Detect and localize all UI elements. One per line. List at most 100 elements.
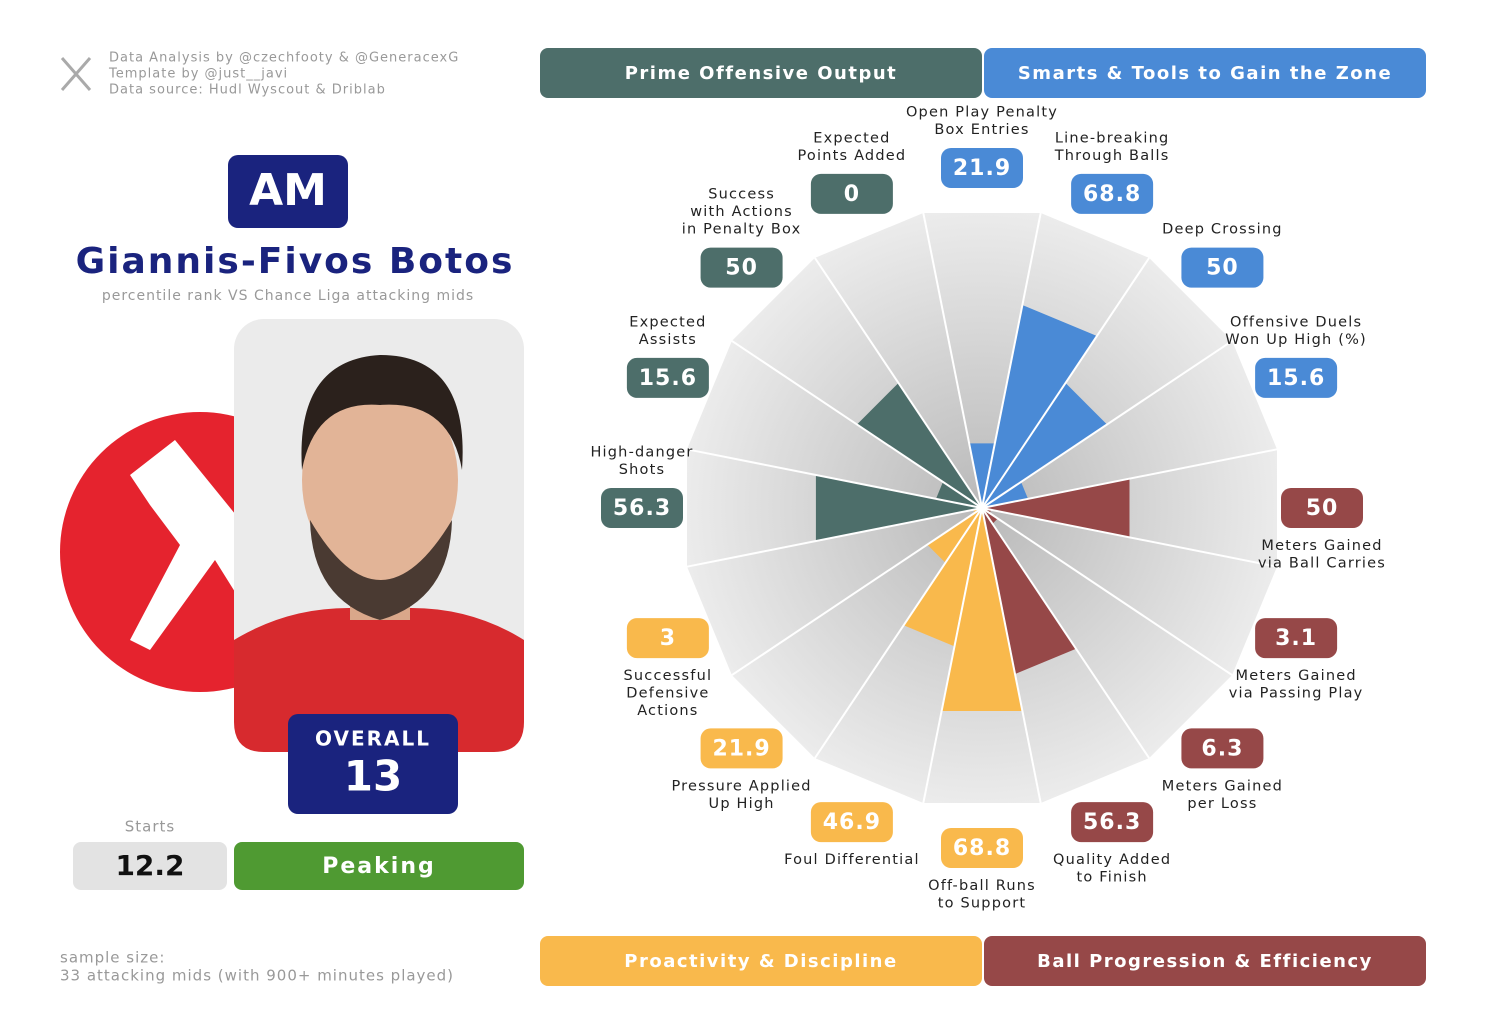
separator bbox=[981, 507, 1150, 759]
slice-background bbox=[982, 340, 1277, 508]
legend-label: Proactivity & Discipline bbox=[624, 951, 897, 972]
separator bbox=[981, 507, 1042, 804]
category-label: with Actions bbox=[690, 204, 793, 220]
legend-button bbox=[984, 48, 1426, 98]
category-label: Meters Gained bbox=[1236, 668, 1357, 684]
value-box bbox=[1255, 357, 1338, 398]
starts-label: Starts bbox=[125, 818, 175, 836]
category-label: Line-breaking bbox=[1055, 130, 1170, 146]
category-label: Meters Gained bbox=[1261, 538, 1382, 554]
category-label: Up High bbox=[709, 796, 775, 812]
value-box bbox=[810, 802, 893, 843]
separator bbox=[981, 507, 1233, 676]
club-logo bbox=[60, 412, 240, 692]
category-label: Successful bbox=[624, 668, 713, 684]
value-box bbox=[1071, 802, 1154, 843]
value-label: 6.3 bbox=[1201, 736, 1243, 761]
player-photo bbox=[234, 319, 524, 752]
value-box bbox=[1181, 728, 1264, 769]
separator bbox=[981, 212, 1042, 509]
separator bbox=[686, 507, 983, 568]
value-label: 50 bbox=[1306, 496, 1339, 521]
category-label: Pressure Applied bbox=[671, 778, 811, 794]
legend-button bbox=[540, 936, 982, 986]
value-label: 56.3 bbox=[1083, 810, 1141, 835]
value-box bbox=[700, 247, 783, 288]
starts-value: 12.2 bbox=[115, 849, 184, 882]
value-label: 21.9 bbox=[712, 736, 770, 761]
position-badge bbox=[228, 155, 348, 228]
slice-background bbox=[982, 508, 1233, 759]
category-label: to Support bbox=[938, 896, 1027, 912]
category-label: Meters Gained bbox=[1162, 778, 1283, 794]
separator bbox=[981, 448, 1278, 509]
slice-background bbox=[923, 213, 1041, 508]
starts-box bbox=[73, 842, 227, 890]
category-label: Off-ball Runs bbox=[928, 878, 1036, 894]
category-label: via Ball Carries bbox=[1258, 556, 1386, 572]
bar bbox=[982, 305, 1097, 508]
position: AM bbox=[249, 165, 327, 216]
separator bbox=[686, 448, 983, 509]
value-box bbox=[941, 148, 1023, 188]
category-label: Foul Differential bbox=[784, 852, 920, 868]
credit: Data source: Hudl Wyscout & Driblab bbox=[109, 83, 386, 98]
legend-label: Smarts & Tools to Gain the Zone bbox=[1018, 63, 1392, 84]
bar bbox=[815, 474, 982, 542]
bar bbox=[903, 508, 982, 647]
category-label: Expected bbox=[813, 130, 890, 146]
value-box bbox=[810, 173, 893, 214]
value-box bbox=[1255, 618, 1338, 659]
player-name: Giannis-Fivos Botos bbox=[76, 241, 515, 282]
overall-label: OVERALL bbox=[315, 727, 431, 751]
slice-background bbox=[982, 508, 1277, 676]
bar bbox=[982, 508, 998, 524]
value-box bbox=[626, 357, 709, 398]
value-box bbox=[1281, 488, 1363, 528]
value-box bbox=[941, 828, 1023, 868]
bar bbox=[982, 382, 1108, 508]
slice-background bbox=[687, 508, 982, 676]
category-label: Assists bbox=[639, 332, 697, 348]
separator bbox=[922, 212, 983, 509]
form-box bbox=[234, 842, 524, 890]
value-box bbox=[601, 488, 683, 528]
value-label: 68.8 bbox=[953, 836, 1011, 861]
category-label: Quality Added bbox=[1053, 852, 1171, 868]
separator bbox=[922, 507, 983, 804]
legend-button bbox=[540, 48, 982, 98]
bar bbox=[927, 508, 982, 563]
bar bbox=[982, 478, 1130, 538]
value-box bbox=[1181, 247, 1264, 288]
slice-background bbox=[687, 340, 982, 508]
sample-note: 33 attacking mids (with 900+ minutes pla… bbox=[60, 967, 454, 985]
category-label: High-danger bbox=[590, 445, 693, 461]
category-label: Defensive bbox=[626, 686, 709, 702]
category-label: to Finish bbox=[1076, 870, 1147, 886]
bar bbox=[969, 443, 995, 508]
value-box bbox=[1071, 173, 1154, 214]
value-label: 50 bbox=[725, 256, 758, 281]
category-label: Actions bbox=[637, 703, 698, 719]
category-label: Success bbox=[708, 187, 775, 203]
value-label: 50 bbox=[1206, 256, 1239, 281]
separator bbox=[814, 257, 983, 509]
category-label: per Loss bbox=[1187, 796, 1257, 812]
value-box bbox=[626, 618, 709, 659]
bar bbox=[982, 508, 1077, 675]
value-label: 0 bbox=[844, 182, 860, 207]
separator bbox=[981, 257, 1150, 509]
value-label: 15.6 bbox=[639, 366, 697, 391]
category-label: Won Up High (%) bbox=[1225, 332, 1367, 348]
credit: Template by @just__javi bbox=[108, 67, 288, 82]
category-label: Deep Crossing bbox=[1162, 222, 1283, 238]
value-box bbox=[700, 728, 783, 769]
value-label: 68.8 bbox=[1083, 182, 1141, 207]
separator bbox=[981, 340, 1233, 509]
category-label: Expected bbox=[629, 314, 706, 330]
x-logo bbox=[60, 57, 92, 91]
slice-background bbox=[731, 508, 982, 759]
category-label: Offensive Duels bbox=[1230, 314, 1362, 330]
